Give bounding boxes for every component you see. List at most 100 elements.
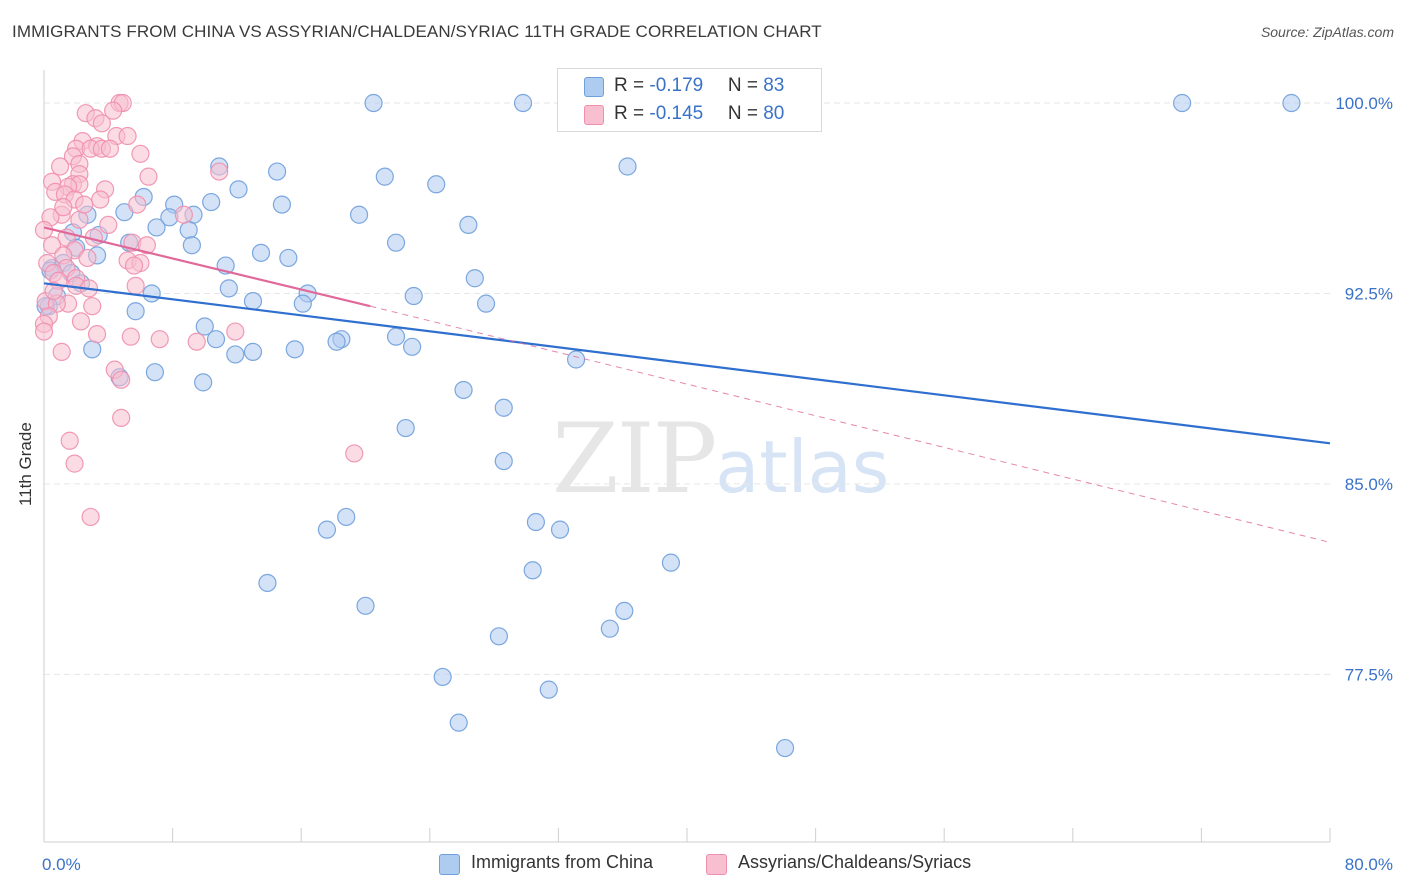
y-axis-label: 11th Grade xyxy=(16,422,35,506)
assyrian-swatch xyxy=(584,105,604,125)
china-point xyxy=(364,93,383,113)
assyrian-point xyxy=(71,312,91,331)
china-point xyxy=(317,520,337,539)
china-point xyxy=(182,236,201,255)
assyrian-point xyxy=(34,322,54,341)
china-point xyxy=(775,738,795,758)
china-point xyxy=(226,345,245,364)
y-tick-label: 77.5% xyxy=(1345,665,1393,684)
y-tick-label: 100.0% xyxy=(1335,94,1393,113)
china-point xyxy=(202,192,221,212)
china-point xyxy=(550,520,570,539)
china-point xyxy=(386,233,406,252)
chart-title: IMMIGRANTS FROM CHINA VS ASSYRIAN/CHALDE… xyxy=(12,22,822,41)
n-value: 80 xyxy=(763,103,785,124)
china-point xyxy=(179,220,198,240)
y-tick-label: 85.0% xyxy=(1345,475,1393,494)
watermark-zip: ZIP xyxy=(552,403,717,515)
assyrian-point xyxy=(81,507,100,527)
assyrian-point xyxy=(226,322,245,341)
china-point xyxy=(539,680,558,699)
china-point xyxy=(427,175,446,194)
watermark: ZIPatlas xyxy=(552,403,889,515)
assyrian-point xyxy=(126,276,145,295)
n-value: 83 xyxy=(763,75,785,96)
stats-text-assyrian: R = -0.145 N = 80 xyxy=(614,103,784,125)
watermark-atlas: atlas xyxy=(715,425,890,509)
china-point xyxy=(126,302,145,321)
assyrian-point xyxy=(174,205,193,224)
china-point xyxy=(600,619,619,638)
legend-label-assyrian: Assyrians/Chaldeans/Syriacs xyxy=(738,852,972,872)
china-point xyxy=(285,340,304,359)
china-point xyxy=(251,243,271,262)
assyrian-point xyxy=(187,332,206,351)
assyrian-point xyxy=(78,248,97,268)
china-point xyxy=(489,627,509,646)
china-point xyxy=(195,317,214,336)
y-tick-label: 92.5% xyxy=(1345,284,1393,303)
assyrian-point xyxy=(83,297,102,316)
china-point xyxy=(293,294,312,313)
china-point xyxy=(206,330,226,349)
china-point xyxy=(272,195,292,214)
assyrian-point xyxy=(70,210,89,229)
legend-swatch-china xyxy=(439,854,460,875)
assyrian-point xyxy=(210,162,229,181)
assyrian-point xyxy=(99,215,118,235)
assyrian-point xyxy=(100,139,120,158)
assyrian-point xyxy=(54,198,73,217)
china-point xyxy=(327,332,346,351)
assyrian-point xyxy=(65,454,84,473)
china-point xyxy=(219,279,238,298)
assyrian-point xyxy=(87,325,107,344)
r-label: R = xyxy=(614,103,650,124)
assyrian-point xyxy=(121,327,140,346)
china-point xyxy=(83,340,102,359)
stats-legend: R = -0.179 N = 83 R = -0.145 N = 80 xyxy=(557,68,822,132)
china-trend-line xyxy=(43,282,1331,445)
r-label: R = xyxy=(614,75,650,96)
china-point xyxy=(465,269,484,288)
assyrian-point xyxy=(92,114,111,133)
china-point xyxy=(194,373,213,392)
x-tick-label-min: 0.0% xyxy=(42,855,81,874)
china-point xyxy=(267,162,287,181)
legend-swatch-assyrian xyxy=(706,854,727,875)
china-point xyxy=(404,286,423,306)
assyrian-point xyxy=(139,167,158,186)
china-point xyxy=(526,512,545,532)
n-label: N = xyxy=(727,75,764,96)
stats-row-china: R = -0.179 N = 83 xyxy=(558,73,821,101)
assyrian-point xyxy=(91,190,110,209)
china-point xyxy=(449,713,468,732)
assyrian-point xyxy=(112,370,131,389)
china-point xyxy=(229,180,248,199)
china-point xyxy=(494,451,513,471)
china-swatch xyxy=(584,77,604,97)
assyrian-point xyxy=(128,195,147,214)
china-point xyxy=(523,561,542,580)
assyrian-trend-line xyxy=(43,226,371,308)
assyrian-trend-extension xyxy=(370,305,1331,543)
china-point xyxy=(615,601,634,621)
assyrian-point xyxy=(60,431,79,450)
assyrian-point xyxy=(345,444,364,463)
stats-row-assyrian: R = -0.145 N = 80 xyxy=(558,101,821,129)
china-point xyxy=(243,291,263,311)
stats-text-china: R = -0.179 N = 83 xyxy=(614,75,784,97)
china-point xyxy=(1173,93,1192,113)
china-point xyxy=(147,218,166,237)
assyrian-point xyxy=(75,195,94,214)
assyrian-point xyxy=(52,342,71,361)
source-label: Source: ZipAtlas.com xyxy=(1260,24,1394,40)
assyrian-point xyxy=(137,236,156,255)
china-point xyxy=(513,93,533,113)
china-point xyxy=(243,342,263,361)
assyrian-point xyxy=(131,144,150,163)
china-point xyxy=(386,327,406,346)
china-point xyxy=(356,596,375,615)
assyrian-point xyxy=(42,236,62,255)
china-point xyxy=(375,167,394,186)
china-point xyxy=(661,553,681,572)
